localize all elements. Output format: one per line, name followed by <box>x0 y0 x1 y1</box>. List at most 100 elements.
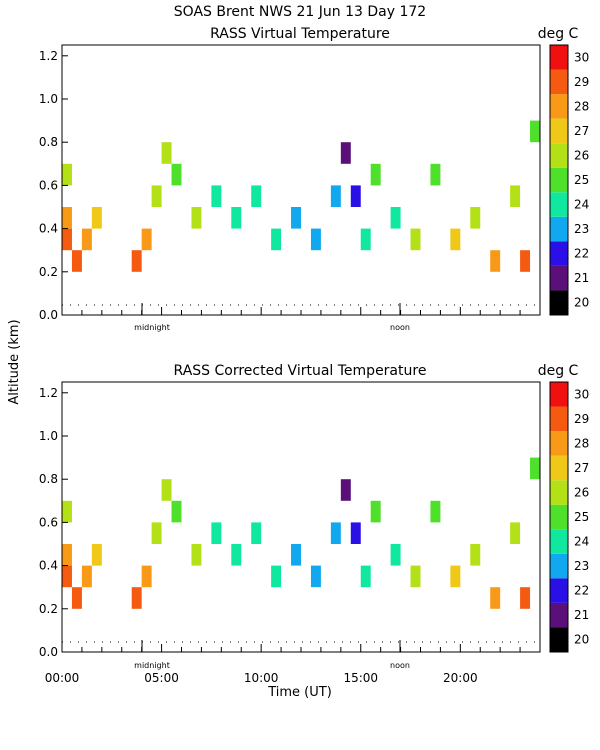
colorbar-swatch <box>550 382 568 407</box>
colorbar-swatch <box>550 578 568 603</box>
colorbar-label: 28 <box>574 436 589 450</box>
x-tick-label: 05:00 <box>144 671 179 685</box>
heatmap-cell <box>450 565 461 588</box>
heatmap-cell <box>490 587 501 609</box>
y-tick-label: 1.2 <box>39 386 58 400</box>
heatmap-cell <box>470 544 481 566</box>
colorbar-label: 21 <box>574 608 589 622</box>
panel-top-markers: midnight noon <box>134 303 410 332</box>
colorbar-label: 29 <box>574 412 589 426</box>
y-tick-label: 0.2 <box>39 265 58 279</box>
colorbar-frame <box>549 44 569 316</box>
colorbar-label: 22 <box>574 584 589 598</box>
panel-top-frame <box>61 44 541 316</box>
heatmap-cell <box>161 479 172 501</box>
heatmap-cell <box>291 207 301 229</box>
heatmap-cell <box>360 565 371 588</box>
panel-bottom-y-ticks: 0.0 0.2 0.4 0.6 0.8 1.0 1.2 <box>39 386 68 659</box>
panel-bottom-markers: midnight noon <box>134 640 410 670</box>
heatmap-cell <box>390 207 401 229</box>
heatmap-cell <box>271 565 282 588</box>
heatmap-cell <box>271 228 282 251</box>
y-tick-label: 0.0 <box>39 308 58 322</box>
heatmap-cell <box>62 565 72 588</box>
colorbar-label: 29 <box>574 75 589 89</box>
colorbar-label: 30 <box>574 50 589 64</box>
heatmap-cell <box>291 544 301 566</box>
heatmap-cell <box>520 250 531 272</box>
colorbar-swatch <box>550 602 568 628</box>
panel-bottom-plot: 0.0 0.2 0.4 0.6 0.8 1.0 1.2 00:00 05:00 10:00 15:… <box>39 381 541 685</box>
y-axis-label: Altitude (km) <box>7 319 22 404</box>
heatmap-cell <box>530 120 540 143</box>
panel-top-y-ticks: 0.0 0.2 0.4 0.6 0.8 1.0 1.2 <box>39 49 68 322</box>
heatmap-cell <box>81 565 92 588</box>
heatmap-cell <box>191 207 202 229</box>
colorbar-swatch <box>550 480 568 505</box>
heatmap-cell <box>62 544 72 566</box>
colorbar-swatch <box>550 504 568 530</box>
heatmap-cell <box>410 565 421 588</box>
heatmap-cell <box>520 587 531 609</box>
colorbar-swatch <box>550 69 568 95</box>
heatmap-cell <box>340 479 351 501</box>
colorbar-swatch <box>550 529 568 554</box>
heatmap-cell <box>91 207 102 229</box>
panel-top-x-ticks <box>61 307 541 315</box>
y-tick-label: 0.2 <box>39 602 58 616</box>
colorbar-label: 30 <box>574 387 589 401</box>
panel-top: RASS Virtual Temperature deg C 0.0 0.2 0.4… <box>39 26 589 332</box>
heatmap-cell <box>350 185 361 207</box>
heatmap-cell <box>62 207 72 229</box>
y-tick-label: 1.2 <box>39 49 58 63</box>
panel-bottom-axes <box>61 381 541 653</box>
colorbar-label: 22 <box>574 247 589 261</box>
panel-bottom-x-ticks: 00:00 05:00 10:00 15:00 20:00 <box>45 644 541 685</box>
heatmap-cell <box>171 163 182 186</box>
heatmap-cell <box>91 544 102 566</box>
heatmap-cell <box>310 565 321 588</box>
x-tick-label: 10:00 <box>244 671 279 685</box>
y-tick-label: 0.8 <box>39 135 58 149</box>
colorbar-label: 25 <box>574 173 589 187</box>
x-tick-label: 20:00 <box>443 671 478 685</box>
heatmap-cell <box>330 522 341 544</box>
colorbar-label: 27 <box>574 124 589 138</box>
heatmap-cell <box>390 544 401 566</box>
heatmap-cell <box>430 163 441 186</box>
x-tick-label: 15:00 <box>343 671 378 685</box>
colorbar-label: 21 <box>574 271 589 285</box>
heatmap-cell <box>171 500 182 523</box>
heatmap-cell <box>62 163 72 186</box>
heatmap-cell <box>470 207 481 229</box>
y-tick-label: 0.6 <box>39 178 58 192</box>
colorbar-label: 23 <box>574 222 589 236</box>
y-tick-label: 1.0 <box>39 429 58 443</box>
panel-top-midnight-label: midnight <box>134 323 170 332</box>
heatmap-cell <box>251 522 262 544</box>
x-axis-label: Time (UT) <box>267 685 332 700</box>
heatmap-cell <box>131 250 142 272</box>
heatmap-cell <box>161 142 172 164</box>
heatmap-cell <box>530 457 540 480</box>
heatmap-cell <box>350 522 361 544</box>
heatmap-cell <box>490 250 501 272</box>
colorbar-label: 26 <box>574 148 589 162</box>
heatmap-cell <box>81 228 92 251</box>
y-tick-label: 0.4 <box>39 559 58 573</box>
colorbar-swatch <box>550 192 568 217</box>
panel-top-plot: 0.0 0.2 0.4 0.6 0.8 1.0 1.2 midnight noon <box>39 44 541 332</box>
heatmap-cell <box>191 544 202 566</box>
colorbar-label: 28 <box>574 99 589 113</box>
colorbar-swatch <box>550 455 568 481</box>
panel-bottom-heatmap <box>62 457 540 609</box>
colorbar-swatch <box>550 406 568 432</box>
figure-title: SOAS Brent NWS 21 Jun 13 Day 172 <box>174 4 426 20</box>
panel-bottom-colorbar: 20 21 22 23 24 25 26 27 28 29 30 <box>549 381 589 653</box>
colorbar-label: 20 <box>574 633 589 647</box>
heatmap-cell <box>141 228 152 251</box>
panel-bottom-noon-label: noon <box>390 661 410 670</box>
x-tick-label: 00:00 <box>45 671 80 685</box>
heatmap-cell <box>370 500 381 523</box>
heatmap-cell <box>211 185 222 207</box>
